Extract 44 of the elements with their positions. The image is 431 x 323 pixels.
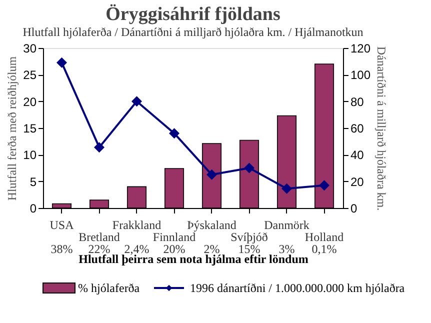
- y2-tick-label: 20: [350, 174, 364, 189]
- text: 22%: [88, 242, 110, 256]
- chart-title: Öryggisáhrif fjöldans: [106, 4, 280, 25]
- y2-tick-label: 80: [350, 94, 364, 109]
- y2-tick-label: 100: [350, 68, 371, 82]
- x-tick-label: Finnland: [152, 230, 196, 244]
- point: [206, 169, 217, 180]
- x-tick-label: Bretland: [78, 230, 120, 244]
- x-tick-label: Frakkland: [112, 218, 162, 232]
- y2-tick-label: 0: [350, 202, 358, 216]
- x-tick-label: Svíþjóð: [230, 230, 268, 244]
- point: [282, 183, 292, 194]
- x-tick-label: Danmörk: [264, 218, 310, 232]
- point: [244, 162, 254, 174]
- y-tick-label: 15: [23, 122, 37, 136]
- point: [132, 96, 142, 107]
- x-tick-label: Holland: [304, 230, 344, 244]
- text: 0,1%: [312, 242, 337, 256]
- text: 15%: [238, 242, 260, 256]
- text: 2,4%: [124, 242, 150, 256]
- y-tick-label: 5: [30, 174, 37, 189]
- text: 3%: [278, 242, 295, 256]
- legend-label: % hjólaferða: [78, 281, 140, 295]
- point: [319, 180, 330, 191]
- text: 38%: [50, 242, 73, 256]
- text: 20%: [163, 242, 186, 256]
- point: [56, 57, 67, 68]
- y-tick-label: 10: [23, 148, 37, 162]
- legend-label: 1996 dánartíðni / 1.000.000.000 km hjólaðra: [190, 281, 406, 295]
- y-tick-label: 0: [30, 202, 37, 216]
- y2-tick-label: 60: [350, 122, 364, 136]
- point: [94, 142, 104, 153]
- chart-subtitle: Hlutfall hjólaferða / Dánartíðni á milljarð hjólaðra km. / Hjálmanotkun: [22, 25, 364, 39]
- y-tick-label: 25: [23, 68, 37, 82]
- x-tick-label: Þýskaland: [187, 218, 236, 232]
- y2-axis-title: Dánartíðni á milljarð hjólaðra km.: [374, 46, 389, 211]
- y-axis-title: Hlutfall ferða með reiðhjólum: [5, 56, 20, 201]
- text: 2%: [204, 242, 220, 256]
- x-tick-label: USA: [50, 218, 74, 232]
- point: [169, 128, 180, 139]
- y2-tick-label: 40: [350, 148, 364, 162]
- y2-tick-label: 120: [350, 42, 371, 56]
- y-tick-label: 30: [23, 42, 37, 56]
- y-tick-label: 20: [23, 94, 37, 109]
